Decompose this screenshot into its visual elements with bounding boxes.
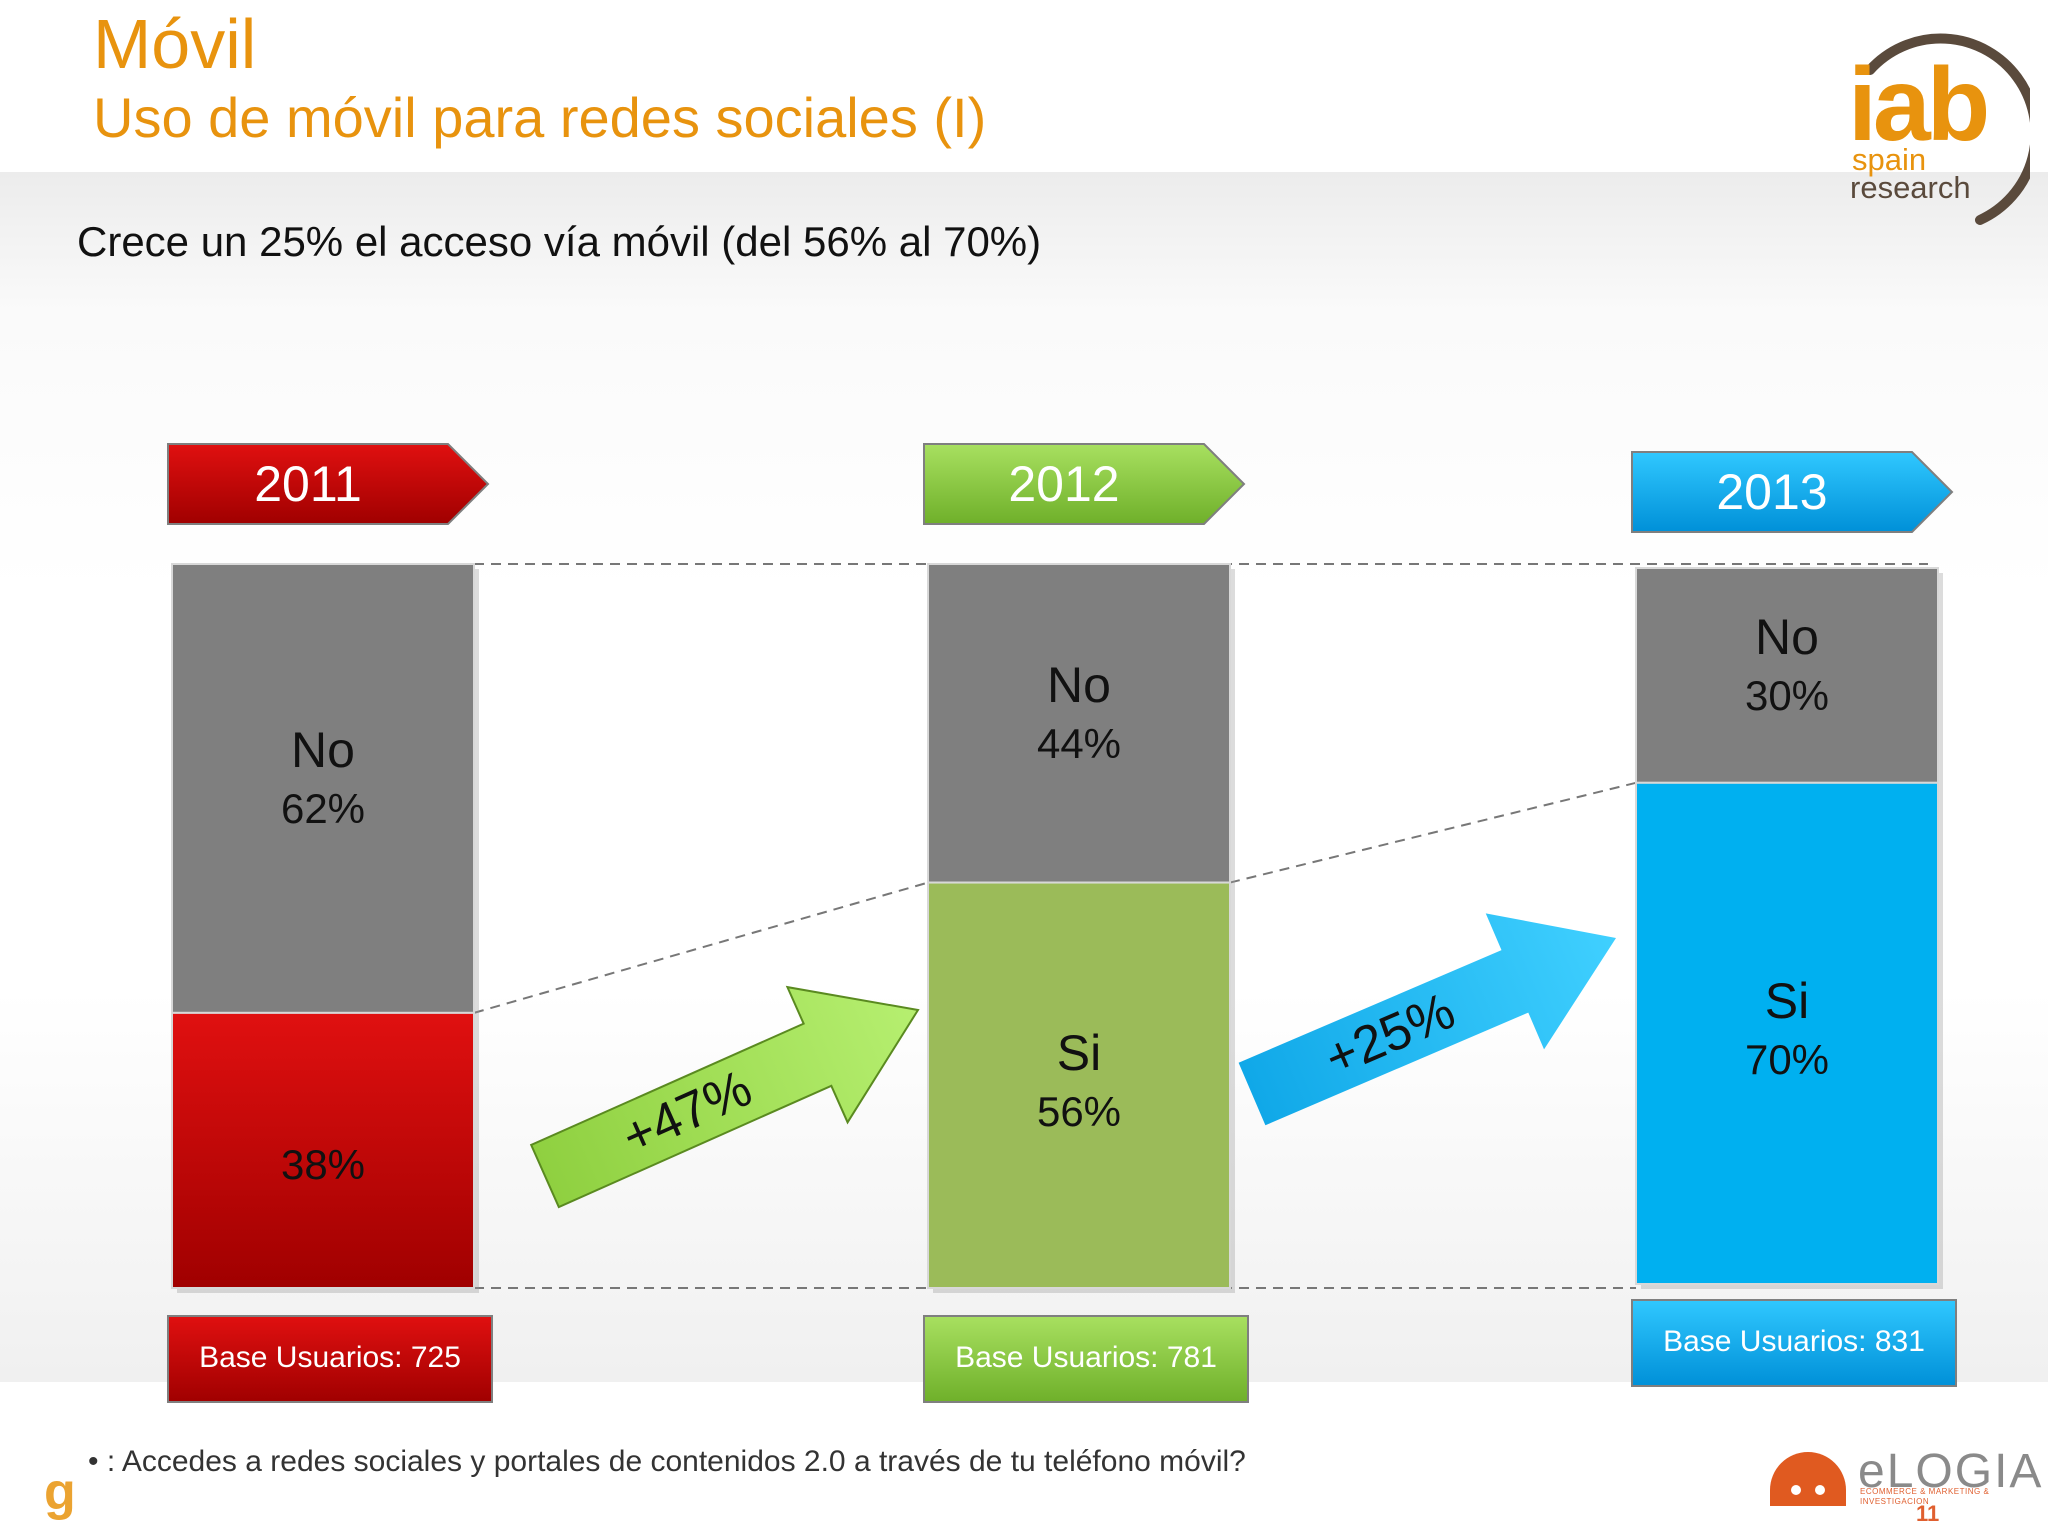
headline: Crece un 25% el acceso vía móvil (del 56… [77, 218, 1042, 265]
si-value-2013: 70% [1744, 1036, 1830, 1084]
bar-segment-no-2013 [1635, 567, 1939, 784]
elogia-logo: eLOGIA [1858, 1445, 2044, 1498]
si-value-2012: 56% [1036, 1088, 1122, 1136]
base-label-2012: Base Usuarios: 781 [955, 1341, 1217, 1374]
base-label-2011: Base Usuarios: 725 [199, 1341, 461, 1374]
bar-segment-si-2013 [1635, 781, 1939, 1285]
no-label-2011: No [291, 722, 355, 779]
connector-split-1 [473, 881, 929, 1014]
base-tag-2012 [923, 1315, 1249, 1403]
no-value-2012: 44% [1036, 720, 1122, 768]
no-label-2012: No [1047, 657, 1111, 714]
elogia-logo-icon [1770, 1452, 1846, 1506]
connector-split-2 [1229, 781, 1637, 884]
growth-arrow-body-2 [1238, 913, 1616, 1126]
base-tag-2013 [1631, 1299, 1957, 1387]
year-tag-2012 [923, 443, 1246, 525]
si-value-2011: 38% [280, 1141, 366, 1189]
bar-segment-no-2011 [171, 563, 475, 1014]
iab-logo-arc [1865, 33, 2030, 225]
generation-logo: g [44, 1463, 76, 1521]
no-value-2013: 30% [1744, 672, 1830, 720]
growth-arrow-1 [529, 985, 920, 1209]
bar-segment-si-2011 [171, 1011, 475, 1289]
no-label-2013: No [1755, 609, 1819, 666]
si-label-2012: Si [1056, 1025, 1102, 1082]
year-label-2011: 2011 [254, 456, 362, 512]
base-label-2013: Base Usuarios: 831 [1663, 1325, 1925, 1358]
year-tag-2011 [167, 443, 490, 525]
growth-arrow-body-1 [529, 985, 920, 1209]
page-title: Móvil [93, 5, 257, 83]
elogia-tagline: ECOMMERCE & MARKETING & INVESTIGACION [1860, 1487, 1990, 1506]
bar-segment-no-2012 [927, 563, 1231, 884]
bar-segment-si-2012 [927, 881, 1231, 1289]
footnote: • : Accedes a redes sociales y portales … [88, 1445, 1246, 1478]
iab-logo-research: research [1850, 170, 1971, 205]
base-tag-2011 [167, 1315, 493, 1403]
si-label-2013: Si [1764, 973, 1810, 1030]
growth-arrow-2 [1238, 913, 1616, 1126]
year-label-2012: 2012 [1008, 456, 1120, 512]
page-number: 11 [1916, 1501, 1940, 1526]
page-subtitle: Uso de móvil para redes sociales (I) [93, 86, 987, 149]
iab-logo-spain: spain [1852, 142, 1927, 177]
year-label-2013: 2013 [1716, 464, 1828, 520]
no-value-2011: 62% [280, 785, 366, 833]
year-tag-2013 [1631, 451, 1954, 533]
iab-logo: iab [1848, 47, 1990, 163]
